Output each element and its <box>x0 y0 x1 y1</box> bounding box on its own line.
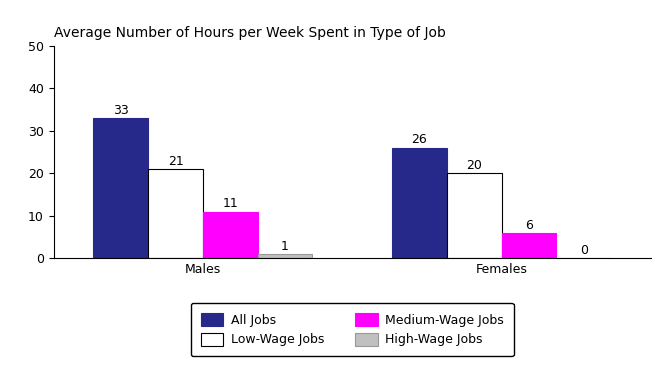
Text: 21: 21 <box>168 155 183 168</box>
Text: 1: 1 <box>281 240 289 253</box>
Text: 33: 33 <box>113 104 129 117</box>
Text: Average Number of Hours per Week Spent in Type of Job: Average Number of Hours per Week Spent i… <box>54 26 446 40</box>
Bar <box>203 212 258 258</box>
Bar <box>447 173 502 258</box>
Bar <box>148 169 203 258</box>
Bar <box>501 233 556 258</box>
Text: 0: 0 <box>580 244 588 257</box>
Bar <box>258 254 313 258</box>
Text: 11: 11 <box>223 197 238 210</box>
Bar <box>93 118 148 258</box>
Text: 20: 20 <box>466 159 482 172</box>
Legend: All Jobs, Low-Wage Jobs, Medium-Wage Jobs, High-Wage Jobs: All Jobs, Low-Wage Jobs, Medium-Wage Job… <box>191 303 514 356</box>
Text: 6: 6 <box>525 218 533 231</box>
Bar <box>392 148 447 258</box>
Text: 26: 26 <box>411 133 427 146</box>
